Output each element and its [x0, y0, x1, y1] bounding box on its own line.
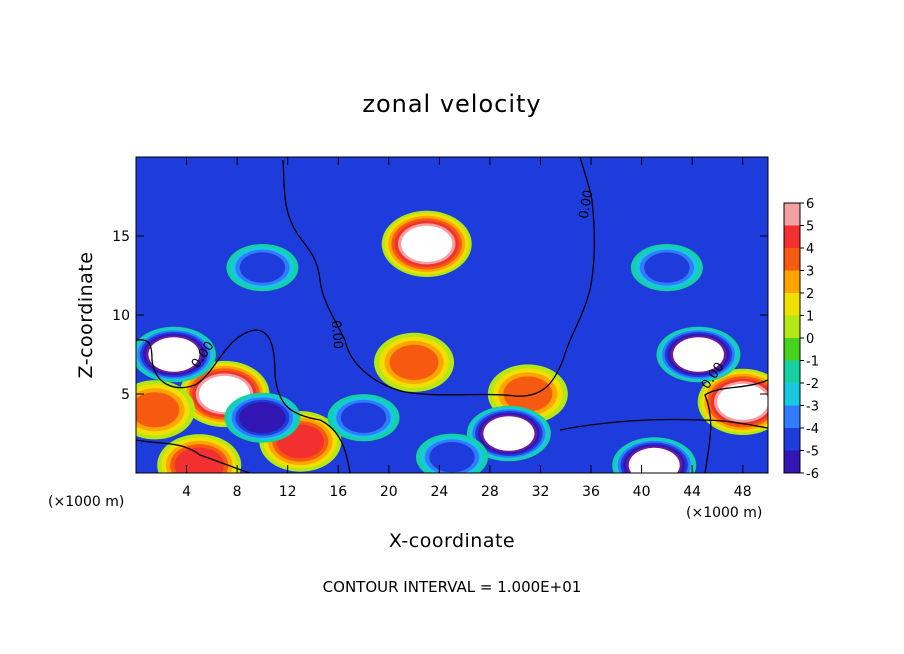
- velocity-minimum-region: [433, 444, 471, 470]
- colorbar-label: -4: [806, 422, 819, 437]
- velocity-maximum-region: [508, 380, 548, 408]
- velocity-minimum-region: [345, 405, 382, 431]
- colorbar-swatch: [784, 270, 800, 293]
- zero-contour-line: [559, 418, 768, 431]
- x-tick-label: 28: [481, 484, 499, 500]
- colorbar-label: -1: [806, 355, 819, 370]
- x-tick-label: 20: [380, 484, 398, 500]
- colorbar-swatch: [784, 428, 800, 451]
- x-tick-label: 16: [329, 484, 347, 500]
- x-unit-right: (×1000 m): [686, 505, 762, 521]
- velocity-minimum-region: [244, 255, 281, 280]
- colorbar-label: -3: [806, 400, 819, 415]
- zero-contour-line: [136, 439, 251, 473]
- x-unit-left: (×1000 m): [48, 494, 124, 510]
- colorbar-swatch: [784, 338, 800, 361]
- x-axis-label: X-coordinate: [389, 530, 515, 552]
- colorbar-label: 3: [806, 265, 814, 280]
- colorbar-swatch: [784, 405, 800, 428]
- colorbar-swatch: [784, 360, 800, 383]
- x-tick-label: 44: [683, 484, 701, 500]
- colorbar-label: 0: [806, 332, 814, 347]
- colorbar-label: 6: [806, 197, 814, 212]
- velocity-minimum-region: [675, 338, 722, 371]
- x-tick-label: 12: [279, 484, 297, 500]
- colorbar-swatch: [784, 293, 800, 316]
- velocity-minimum-region: [151, 338, 197, 371]
- colorbar: 6 5 4 3 2 1 0 -1 -2 -3 -4 -5 -6: [783, 197, 819, 482]
- chart-title: zonal velocity: [362, 90, 541, 118]
- zero-contour-line: [704, 379, 768, 473]
- x-tick-label: 40: [633, 484, 651, 500]
- zero-contour-line: [282, 157, 596, 397]
- colorbar-label: -2: [806, 377, 819, 392]
- velocity-minimum-region: [631, 449, 677, 473]
- colorbar-swatch: [784, 450, 800, 473]
- y-axis-label: Z-coordinate: [75, 252, 97, 379]
- contour-interval-note: CONTOUR INTERVAL = 1.000E+01: [323, 578, 582, 596]
- x-tick-label: 4: [182, 484, 191, 500]
- velocity-minimum-region: [648, 255, 686, 280]
- x-tick-label: 24: [430, 484, 448, 500]
- colorbar-label: 5: [806, 220, 814, 235]
- x-tick-label: 8: [233, 484, 242, 500]
- x-tick-label: 48: [734, 484, 752, 500]
- plot-area: 0.00 0.00 0.00 0.00: [135, 156, 769, 474]
- colorbar-label: -6: [806, 467, 819, 482]
- zero-contour-line: [136, 329, 351, 473]
- velocity-maximum-region: [720, 386, 765, 418]
- velocity-minimum-region: [486, 417, 532, 450]
- y-tick-label: 10: [112, 308, 130, 324]
- colorbar-label: 4: [806, 242, 814, 257]
- x-tick-label: 32: [532, 484, 550, 500]
- y-tick-label: 15: [112, 229, 130, 245]
- velocity-maximum-region: [394, 348, 434, 376]
- colorbar-label: 1: [806, 310, 814, 325]
- colorbar-swatch: [784, 225, 800, 248]
- zero-contours: [136, 157, 768, 473]
- colorbar-swatch: [784, 203, 800, 226]
- velocity-maximum-region: [136, 396, 175, 424]
- colorbar-swatch: [784, 383, 800, 406]
- contour-label: 0.00: [577, 189, 597, 220]
- y-tick-label: 5: [121, 387, 130, 403]
- colorbar-label: -5: [806, 445, 819, 460]
- velocity-maximum-region: [280, 427, 320, 456]
- colorbar-swatch: [784, 248, 800, 271]
- velocity-maximum-region: [404, 228, 449, 260]
- y-axis-ticks: 5 10 15: [112, 229, 768, 403]
- colorbar-swatch: [784, 315, 800, 338]
- velocity-minimum-region: [242, 404, 283, 432]
- colorbar-label: 2: [806, 287, 814, 302]
- velocity-maximum-region: [178, 450, 220, 473]
- contour-label: 0.00: [328, 320, 345, 350]
- x-axis-ticks: 4 8 12 16 20 24 28 32 36 40 44 48: [182, 157, 752, 500]
- x-tick-label: 36: [582, 484, 600, 500]
